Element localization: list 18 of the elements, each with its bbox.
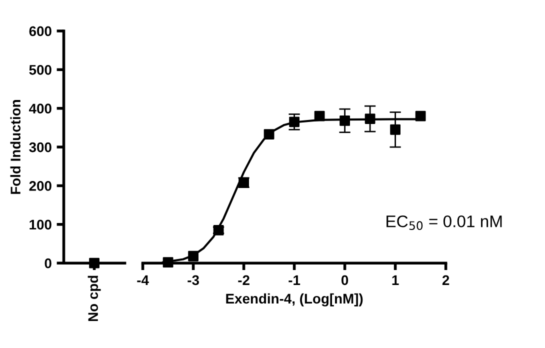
y-tick-label: 600 [29, 26, 52, 36]
x-axis-title: Exendin-4, (Log[nM]) [226, 293, 363, 306]
annotation: EC$_{50}$ = 0.01 nM [386, 215, 502, 230]
x-tick-label: -3 [188, 275, 199, 286]
y-tick-label: 200 [29, 181, 52, 191]
x-tick-label: -4 [137, 275, 149, 285]
y-tick-label: 100 [30, 220, 52, 230]
x-tick-label: No cpd [88, 276, 101, 322]
y-tick-label: 0 [44, 258, 52, 268]
x-tick-label: -2 [238, 275, 250, 285]
y-axis-title: Fold Induction [10, 100, 20, 194]
y-tick-label: 400 [29, 104, 52, 114]
x-tick-label: 1 [392, 275, 399, 285]
y-tick-label: 300 [29, 142, 52, 152]
y-tick-label: 500 [29, 64, 52, 75]
x-tick-label: 2 [442, 275, 450, 285]
x-tick-label: -1 [288, 275, 300, 285]
x-tick-label: 0 [341, 275, 348, 286]
